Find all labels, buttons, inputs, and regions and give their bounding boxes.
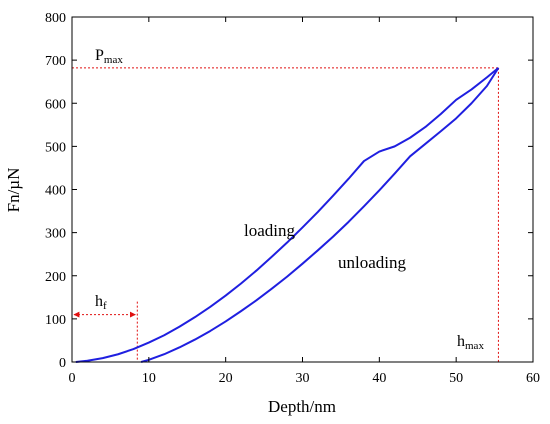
hmax-label: hmax bbox=[457, 333, 484, 352]
x-tick-label: 10 bbox=[142, 371, 156, 386]
y-tick-label: 400 bbox=[45, 184, 66, 199]
x-tick-label: 40 bbox=[372, 371, 386, 386]
x-axis-label: Depth/nm bbox=[268, 397, 336, 416]
guide-lines bbox=[72, 67, 499, 362]
plot-frame bbox=[71, 16, 534, 363]
loading-curve bbox=[75, 67, 500, 363]
y-tick-label: 500 bbox=[45, 140, 66, 155]
series-group bbox=[75, 67, 500, 363]
hmax-subscript: max bbox=[465, 340, 484, 352]
y-tick-label: 700 bbox=[45, 54, 66, 69]
x-tick-label: 30 bbox=[296, 371, 310, 386]
pmax-subscript: max bbox=[104, 54, 123, 66]
hmax-main: h bbox=[457, 333, 465, 350]
y-tick-label: 0 bbox=[59, 356, 66, 371]
pmax-main: P bbox=[95, 47, 104, 64]
unloading-label: unloading bbox=[338, 253, 406, 272]
x-tick-label: 50 bbox=[449, 371, 463, 386]
hf-main: h bbox=[95, 293, 103, 310]
y-tick-label: 800 bbox=[45, 11, 66, 26]
unloading-curve bbox=[140, 67, 500, 363]
hf-subscript: f bbox=[103, 300, 107, 312]
hf-label: hf bbox=[95, 293, 107, 312]
loading-label: loading bbox=[244, 221, 295, 240]
y-axis-label: Fn/µN bbox=[4, 168, 23, 213]
x-tick-label: 0 bbox=[69, 371, 76, 386]
x-tick-label: 60 bbox=[526, 371, 540, 386]
y-tick-label: 100 bbox=[45, 313, 66, 328]
y-tick-label: 200 bbox=[45, 270, 66, 285]
pmax-label: Pmax bbox=[95, 47, 123, 66]
x-tick-label: 20 bbox=[219, 371, 233, 386]
y-tick-label: 600 bbox=[45, 97, 66, 112]
tick-group bbox=[71, 16, 534, 363]
y-tick-label: 300 bbox=[45, 227, 66, 242]
